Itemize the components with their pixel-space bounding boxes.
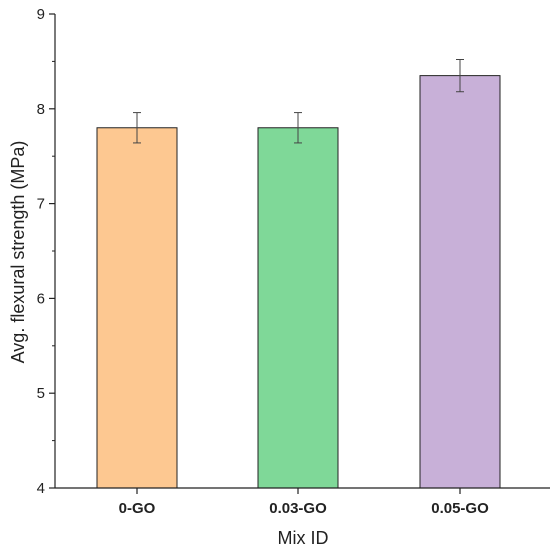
y-tick-label: 9 <box>37 6 45 23</box>
y-tick-label: 7 <box>37 196 45 213</box>
y-ticks: 4 5 6 7 8 9 <box>37 6 55 497</box>
x-tick-label: 0.03-GO <box>269 500 327 517</box>
chart-marks <box>96 59 501 489</box>
y-tick-label: 6 <box>37 290 45 307</box>
y-tick-label: 5 <box>37 385 45 402</box>
bar-0.05-GO <box>419 75 501 489</box>
y-tick-label: 4 <box>37 480 45 497</box>
x-axis-title: Mix ID <box>278 528 329 548</box>
y-axis-title: Avg. flexural strength (MPa) <box>8 141 28 364</box>
x-ticks: 0-GO 0.03-GO 0.05-GO <box>119 488 489 517</box>
x-tick-label: 0.05-GO <box>431 500 489 517</box>
x-tick-label: 0-GO <box>119 500 156 517</box>
y-tick-label: 8 <box>37 101 45 118</box>
bar-0-GO <box>96 127 178 489</box>
bar-0.03-GO <box>257 127 339 489</box>
